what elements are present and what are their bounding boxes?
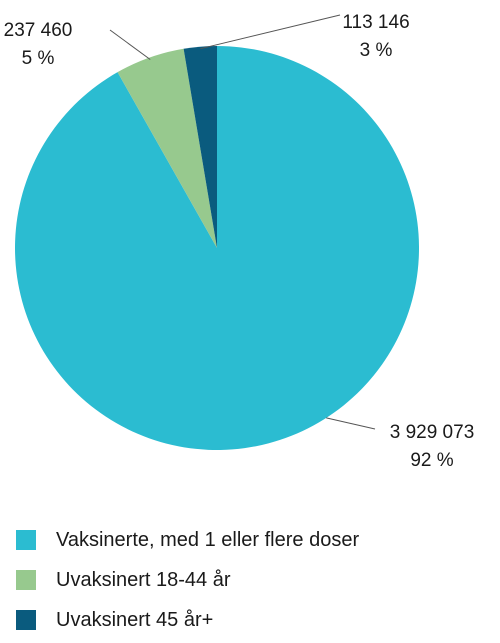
leader-line-uvaksinert-45 — [200, 14, 341, 50]
legend-item-uvaksinert-18-44: Uvaksinert 18-44 år — [16, 560, 359, 600]
leader-lines — [109, 14, 376, 430]
pie-slices — [15, 46, 420, 450]
data-label-value-uvaksinert-18-44: 237 460 — [4, 20, 73, 41]
pie-slice-vaksinerte — [15, 46, 420, 450]
leader-line-vaksinerte — [326, 417, 376, 430]
data-label-percent-uvaksinert-45: 3 % — [360, 40, 393, 61]
legend-item-uvaksinert-45: Uvaksinert 45 år+ — [16, 600, 359, 640]
legend-swatch-vaksinerte — [16, 530, 36, 550]
pie-slice-uvaksinert-18-44 — [117, 48, 217, 248]
pie-chart: 3 929 073 92 % 237 460 5 % 113 146 3 % — [4, 12, 475, 471]
legend-label-vaksinerte: Vaksinerte, med 1 eller flere doser — [56, 529, 360, 551]
data-label-value-vaksinerte: 3 929 073 — [390, 422, 475, 443]
legend-item-vaksinerte: Vaksinerte, med 1 eller flere doser — [16, 520, 359, 560]
data-label-percent-vaksinerte: 92 % — [410, 450, 453, 471]
legend-swatch-uvaksinert-18-44 — [16, 570, 36, 590]
data-label-percent-uvaksinert-18-44: 5 % — [22, 48, 55, 69]
leader-line-uvaksinert-18-44 — [109, 29, 151, 60]
legend-label-uvaksinert-18-44: Uvaksinert 18-44 år — [56, 569, 231, 591]
legend: Vaksinerte, med 1 eller flere doser Uvak… — [16, 520, 359, 640]
legend-swatch-uvaksinert-45 — [16, 610, 36, 630]
legend-label-uvaksinert-45: Uvaksinert 45 år+ — [56, 609, 214, 631]
pie-slice-uvaksinert-45 — [183, 46, 217, 248]
data-label-value-uvaksinert-45: 113 146 — [342, 12, 409, 33]
